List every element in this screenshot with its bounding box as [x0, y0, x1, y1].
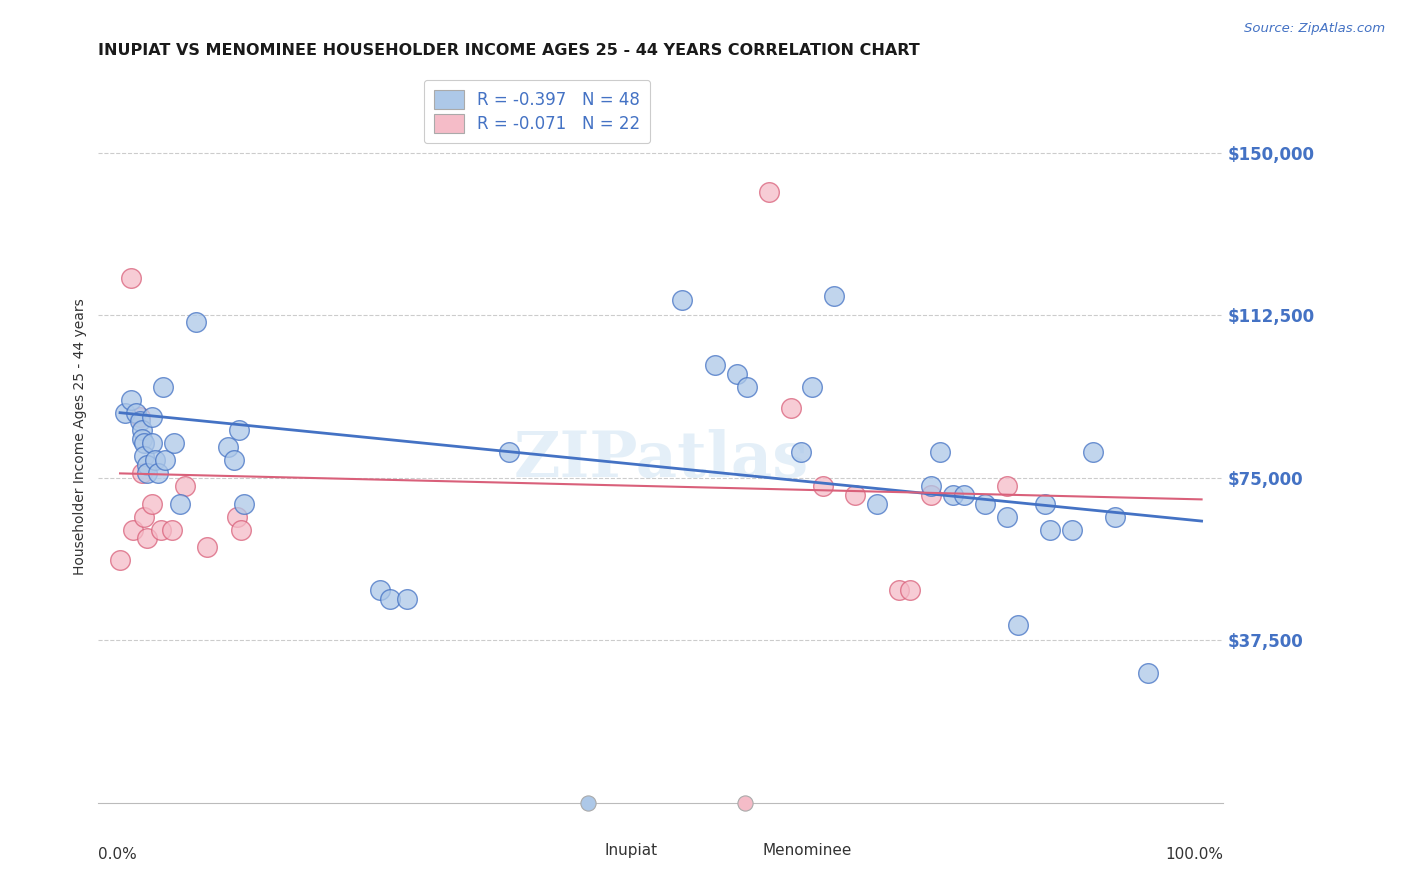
Point [671, 293, 693, 307]
Point [579, 796, 602, 810]
Point [131, 432, 153, 446]
Point [731, 796, 754, 810]
Point [114, 406, 136, 420]
Point [131, 423, 153, 437]
Point [141, 410, 163, 425]
Point [136, 467, 159, 481]
Point [1039, 523, 1062, 537]
Point [150, 523, 173, 537]
Point [866, 497, 889, 511]
Point [128, 414, 150, 428]
Point [1083, 444, 1105, 458]
Point [974, 497, 997, 511]
Point [155, 453, 177, 467]
Point [141, 436, 163, 450]
Point [823, 288, 845, 302]
Point [136, 532, 159, 546]
Point [1060, 523, 1083, 537]
Point [779, 401, 801, 416]
Point [222, 453, 245, 467]
Point [737, 380, 759, 394]
Point [920, 488, 942, 502]
Point [725, 367, 748, 381]
Point [380, 592, 402, 607]
Text: Menominee: Menominee [762, 843, 852, 858]
Point [703, 358, 725, 372]
Y-axis label: Householder Income Ages 25 - 44 years: Householder Income Ages 25 - 44 years [73, 299, 87, 575]
Point [120, 392, 142, 407]
Point [995, 479, 1018, 493]
Point [163, 436, 186, 450]
Point [1033, 497, 1056, 511]
Point [128, 410, 150, 425]
Point [498, 444, 520, 458]
Point [131, 467, 153, 481]
Point [120, 271, 142, 285]
Point [758, 185, 780, 199]
Text: Inupiat: Inupiat [605, 843, 658, 858]
Point [395, 592, 418, 607]
Text: Source: ZipAtlas.com: Source: ZipAtlas.com [1244, 22, 1385, 36]
Point [160, 523, 183, 537]
Point [231, 523, 253, 537]
Point [898, 583, 921, 598]
Point [790, 444, 813, 458]
Text: 100.0%: 100.0% [1166, 847, 1223, 862]
Point [920, 479, 942, 493]
Legend: R = -0.397   N = 48, R = -0.071   N = 22: R = -0.397 N = 48, R = -0.071 N = 22 [423, 79, 651, 144]
Point [143, 453, 166, 467]
Text: 0.0%: 0.0% [98, 847, 138, 862]
Point [952, 488, 974, 502]
Point [169, 497, 191, 511]
Point [1136, 665, 1159, 680]
Point [801, 380, 824, 394]
Point [146, 467, 169, 481]
Text: ZIPatlas: ZIPatlas [513, 428, 808, 490]
Point [844, 488, 866, 502]
Point [942, 488, 965, 502]
Point [174, 479, 197, 493]
Point [122, 523, 145, 537]
Point [195, 540, 218, 554]
Point [1104, 509, 1126, 524]
Point [811, 479, 834, 493]
Point [152, 380, 174, 394]
Point [125, 406, 148, 420]
Point [108, 553, 131, 567]
Point [217, 441, 239, 455]
Text: INUPIAT VS MENOMINEE HOUSEHOLDER INCOME AGES 25 - 44 YEARS CORRELATION CHART: INUPIAT VS MENOMINEE HOUSEHOLDER INCOME … [98, 43, 920, 58]
Point [995, 509, 1018, 524]
Point [887, 583, 910, 598]
Point [1007, 618, 1029, 632]
Point [141, 497, 163, 511]
Point [132, 436, 155, 450]
Point [184, 315, 207, 329]
Point [233, 497, 256, 511]
Point [228, 423, 250, 437]
Point [132, 509, 155, 524]
Point [225, 509, 247, 524]
Point [136, 458, 159, 472]
Point [368, 583, 391, 598]
Point [132, 449, 155, 463]
Point [928, 444, 950, 458]
